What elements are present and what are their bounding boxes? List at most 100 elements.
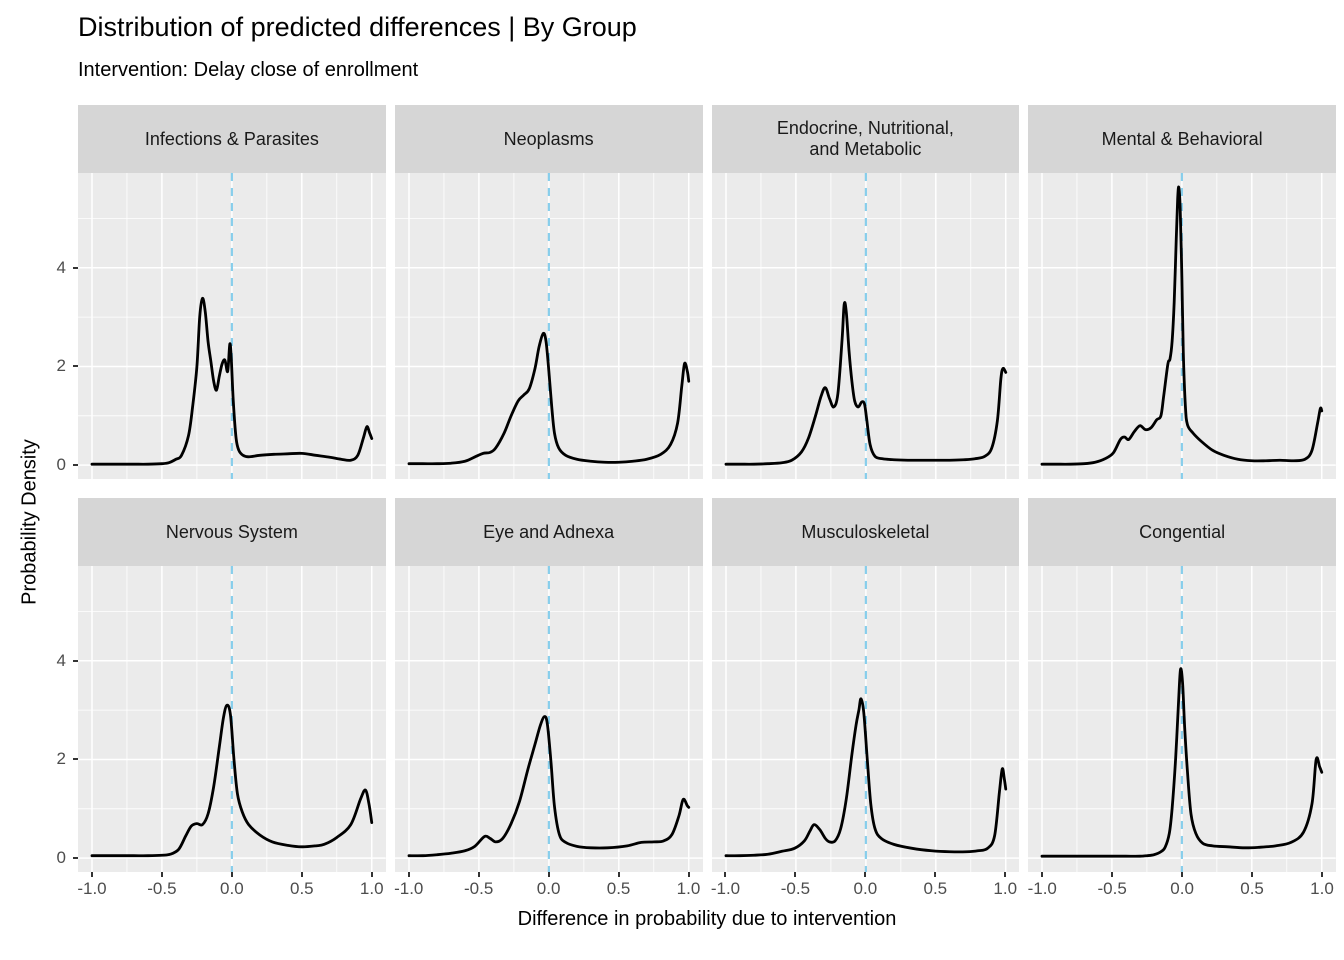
density-curve: [90, 703, 374, 858]
panel-musculoskeletal: -1.0 -0.5 0.0 0.5 1.0: [711, 566, 1020, 898]
x-tick-label: -0.5: [464, 879, 494, 898]
x-tick-mark: [1251, 872, 1254, 877]
panel-nervous-system: 0 2 4 -1.0 -0.5 0.0 0.5 1.0: [57, 566, 386, 898]
x-tick-mark: [90, 872, 93, 877]
panel-endocrine-nutritional-and-metabolic: [711, 173, 1020, 479]
x-tick-label: 1.0: [993, 879, 1018, 898]
panel-neoplasms: [394, 173, 703, 479]
strip-label: Infections & Parasites: [144, 128, 319, 149]
x-tick-mark: [724, 872, 727, 877]
facet-grid: Infections & Parasites 0 2 4 Neoplasms Endocr…: [57, 105, 1336, 898]
density-curve: [724, 697, 1007, 858]
x-tick-label: 0.5: [289, 879, 314, 898]
density-curve: [407, 715, 690, 858]
x-axis-title: Difference in probability due to interve…: [517, 908, 897, 930]
density-curve: [407, 331, 690, 466]
facet-strip-mental-behavioral: Mental & Behavioral: [1028, 105, 1336, 173]
strip-label: Neoplasms: [503, 128, 594, 149]
y-axis: 0 2 4: [32, 566, 78, 872]
x-tick-label: 0.0: [220, 879, 244, 898]
panel-plot-area: [78, 566, 386, 872]
x-tick-mark: [617, 872, 620, 877]
facet-musculoskeletal: Musculoskeletal -1.0 -0.5 0.0 0.5 1.0: [711, 498, 1020, 898]
facet-strip-endocrine-nutritional-and-metabolic: Endocrine, Nutritional, and Metabolic: [711, 105, 1020, 173]
density-curve: [90, 296, 374, 466]
x-tick-mark: [1181, 872, 1184, 877]
x-tick-mark: [547, 872, 550, 877]
strip-label: Musculoskeletal: [801, 521, 930, 542]
x-tick-label: -1.0: [710, 879, 741, 898]
density-curve: [724, 301, 1007, 466]
y-tick-mark: [73, 266, 78, 269]
x-tick-mark: [934, 872, 937, 877]
y-tick-label: 0: [56, 848, 66, 868]
facet-infections-parasites: Infections & Parasites 0 2 4: [57, 105, 386, 479]
facet-endocrine-nutritional-and-metabolic: Endocrine, Nutritional, and Metabolic: [711, 105, 1020, 479]
x-tick-label: 1.0: [676, 879, 701, 898]
facet-strip-congential: Congential: [1028, 498, 1336, 566]
strip-label: Nervous System: [165, 521, 298, 542]
x-tick-label: -1.0: [394, 879, 424, 898]
x-tick-label: 1.0: [1310, 879, 1334, 898]
y-tick-mark: [73, 659, 78, 662]
panel-plot-area: [78, 173, 386, 479]
x-tick-label: 0.5: [1240, 879, 1264, 898]
x-tick-mark: [230, 872, 233, 877]
panel-eye-and-adnexa: -1.0 -0.5 0.0 0.5 1.0: [394, 566, 703, 898]
x-tick-label: 0.0: [853, 879, 878, 898]
x-tick-label: 1.0: [359, 879, 384, 898]
y-tick-label: 0: [56, 455, 66, 475]
x-tick-mark: [300, 872, 303, 877]
panel-plot-area: [1028, 173, 1336, 479]
y-tick-mark: [73, 857, 78, 860]
y-axis: 0 2 4: [32, 173, 78, 479]
x-tick-label: 0.5: [923, 879, 948, 898]
panel-plot-area: [711, 173, 1020, 479]
strip-label: and Metabolic: [809, 139, 922, 159]
x-axis: -1.0 -0.5 0.0 0.5 1.0: [1028, 872, 1336, 906]
x-tick-mark: [1321, 872, 1323, 877]
x-tick-mark: [1111, 872, 1114, 877]
facet-strip-musculoskeletal: Musculoskeletal: [711, 498, 1020, 566]
panel-plot-area: [1028, 566, 1336, 872]
x-tick-label: -1.0: [77, 879, 107, 898]
y-tick-mark: [73, 365, 78, 368]
facet-congential: Congential -1.0 -0.5 0.0 0.5 1.0: [1028, 498, 1336, 898]
strip-label: Eye and Adnexa: [483, 521, 615, 542]
x-tick-mark: [1041, 872, 1044, 877]
panel-mental-behavioral: [1028, 173, 1336, 479]
facet-strip-eye-and-adnexa: Eye and Adnexa: [394, 498, 703, 566]
x-tick-mark: [370, 872, 373, 877]
x-tick-label: -0.5: [147, 879, 177, 898]
x-tick-label: -0.5: [780, 879, 811, 898]
y-tick-mark: [73, 464, 78, 467]
x-axis: -1.0 -0.5 0.0 0.5 1.0: [77, 872, 386, 906]
plot-subtitle: Intervention: Delay close of enrollment: [78, 59, 419, 81]
x-tick-mark: [477, 872, 480, 877]
y-tick-label: 2: [56, 749, 66, 769]
facet-strip-nervous-system: Nervous System: [78, 498, 386, 566]
x-axis: -1.0 -0.5 0.0 0.5 1.0: [394, 872, 703, 906]
x-tick-mark: [160, 872, 163, 877]
facet-strip-neoplasms: Neoplasms: [394, 105, 703, 173]
strip-label: Endocrine, Nutritional,: [776, 118, 954, 138]
x-tick-mark: [687, 872, 690, 877]
facet-mental-behavioral: Mental & Behavioral: [1028, 105, 1336, 479]
panel-congential: -1.0 -0.5 0.0 0.5 1.0: [1028, 566, 1336, 898]
y-tick-mark: [73, 758, 78, 761]
y-tick-label: 4: [56, 650, 66, 670]
facet-strip-infections-parasites: Infections & Parasites: [78, 105, 386, 173]
density-curve: [1040, 185, 1324, 466]
x-tick-label: 0.0: [1170, 879, 1194, 898]
x-tick-label: 0.0: [536, 879, 561, 898]
y-tick-label: 2: [56, 356, 66, 376]
x-tick-label: -0.5: [1097, 879, 1127, 898]
strip-label: Congential: [1139, 521, 1226, 542]
x-tick-mark: [407, 872, 410, 877]
panel-plot-area: [394, 566, 703, 872]
x-tick-mark: [794, 872, 797, 877]
x-axis: -1.0 -0.5 0.0 0.5 1.0: [710, 872, 1020, 906]
panel-plot-area: [394, 173, 703, 479]
facet-eye-and-adnexa: Eye and Adnexa -1.0 -0.5 0.0 0.5 1.0: [394, 498, 703, 898]
x-tick-mark: [1004, 872, 1007, 877]
